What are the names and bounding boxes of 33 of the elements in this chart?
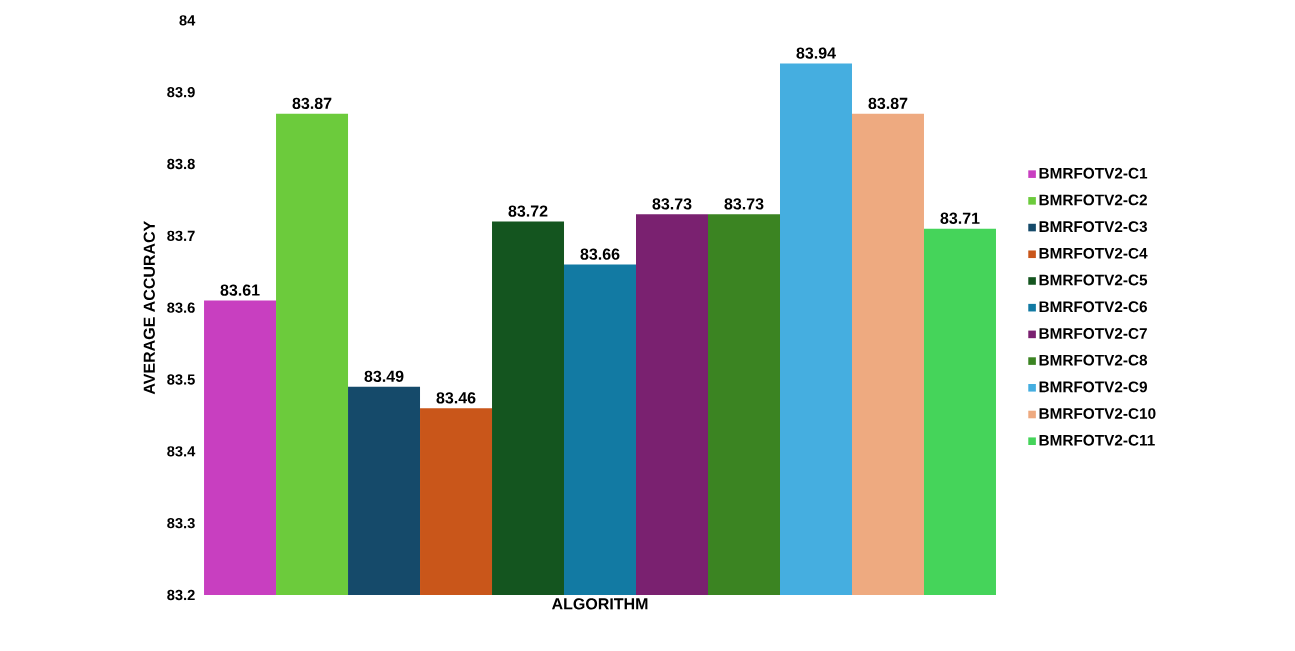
data-label: 83.49 (364, 370, 404, 382)
legend-label: BMRFOTV2-C7 (1039, 328, 1147, 339)
y-tick-label: 83.6 (167, 302, 195, 313)
data-label: 83.87 (292, 97, 332, 110)
legend-label: BMRFOTV2-C4 (1039, 247, 1148, 259)
legend-label: BMRFOTV2-C2 (1039, 194, 1147, 206)
legend-label: BMRFOTV2-C3 (1039, 221, 1148, 233)
legend-label: BMRFOTV2-C10 (1039, 408, 1156, 419)
data-label: 83.46 (436, 392, 476, 404)
data-label: 83.61 (220, 284, 260, 296)
y-tick-label: 83.5 (167, 374, 195, 385)
legend-label: BMRFOTV2-C5 (1039, 274, 1148, 286)
data-label: 83.72 (508, 205, 548, 217)
y-tick-label: 84 (179, 15, 196, 26)
y-tick-label: 83.7 (167, 230, 195, 242)
legend-label: BMRFOTV2-C8 (1039, 354, 1148, 366)
y-tick-label: 83.3 (167, 517, 195, 529)
data-label: 83.73 (724, 198, 764, 210)
legend-label: BMRFOTV2-C9 (1039, 381, 1147, 393)
data-label: 83.94 (796, 47, 836, 59)
x-axis-title: ALGORITHM (551, 598, 648, 610)
y-axis-title: AVERAGE ACCURACY (143, 221, 155, 395)
y-tick-label: 83.4 (167, 446, 196, 457)
y-tick-label: 83.2 (167, 589, 195, 601)
y-tick-label: 83.8 (167, 158, 195, 170)
y-tick-label: 83.9 (167, 86, 195, 98)
data-label: 83.66 (580, 248, 620, 260)
data-label: 83.87 (868, 97, 908, 110)
legend-label: BMRFOTV2-C6 (1039, 301, 1148, 313)
legend-label: BMRFOTV2-C11 (1039, 434, 1155, 446)
data-label: 83.73 (652, 198, 692, 210)
legend-label: BMRFOTV2-C1 (1039, 167, 1148, 179)
data-label: 83.71 (940, 212, 980, 224)
